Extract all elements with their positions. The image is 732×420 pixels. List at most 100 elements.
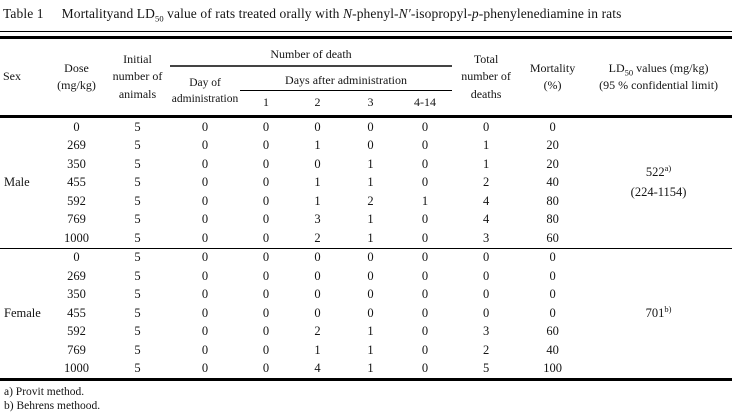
- table-row: 769 5 0 0 1 1 0 2 40: [0, 341, 732, 360]
- col-header-sex: Sex: [0, 39, 48, 118]
- cell-d2: 0: [292, 247, 343, 267]
- cell-d3: 1: [367, 230, 374, 245]
- table-row: 350 5 0 0 0 0 0 0 0: [0, 286, 732, 305]
- total-line-3: deaths: [470, 86, 502, 101]
- cell-day_admin: 0: [201, 138, 209, 153]
- dose-line-1: Dose: [64, 60, 89, 75]
- table-row: 592 5 0 0 2 1 0 3 60: [0, 323, 732, 342]
- cell-d2: 4: [314, 361, 321, 376]
- cell-d3: 0: [367, 287, 374, 302]
- cell-initial: 5: [134, 268, 141, 283]
- cell-total: 0: [482, 119, 490, 134]
- cell-day_admin: 0: [170, 247, 240, 267]
- cell-day_admin: 0: [201, 119, 209, 134]
- cell-dose: 592: [67, 324, 86, 339]
- mortality-line-2: (%): [543, 78, 562, 92]
- cell-initial: 5: [134, 287, 141, 302]
- cell-mortality: 20: [546, 156, 559, 171]
- cell-d1: 0: [262, 119, 270, 134]
- col-header-total-deaths: Total number of deaths: [452, 39, 521, 118]
- cell-day_admin: 0: [201, 230, 209, 245]
- cell-mortality: 100: [543, 361, 562, 376]
- sex-label: Female: [0, 247, 48, 380]
- cell-d4_14: 0: [421, 212, 429, 227]
- table-header: Sex Dose (mg/kg) Initial number of anima…: [0, 39, 732, 118]
- footnote-b: b) Behrens methood.: [4, 400, 101, 413]
- cell-dose: 769: [67, 342, 86, 357]
- initial-line-2: number of: [112, 69, 163, 84]
- cell-d4_14: 0: [398, 247, 453, 267]
- table-number: Table 1: [3, 6, 44, 21]
- caption-text-2: value of rats treated orally with: [163, 6, 343, 21]
- cell-d3: 1: [367, 324, 374, 339]
- ld50-number: 701: [645, 305, 665, 320]
- table-row: 455 5 0 0 1 1 0 2 40: [0, 174, 732, 193]
- cell-d2: 1: [314, 138, 321, 153]
- table-row: 1000 5 0 0 2 1 0 3 60: [0, 229, 732, 248]
- cell-initial: 5: [134, 305, 141, 320]
- cell-d2: 0: [314, 268, 321, 283]
- table-row: 269 5 0 0 1 0 0 1 20: [0, 137, 732, 156]
- cell-mortality: 0: [549, 305, 556, 320]
- ld50-value-cell: 522a) (224-1154): [585, 117, 732, 249]
- cell-total: 4: [482, 212, 490, 227]
- cell-d2: 1: [314, 193, 321, 208]
- cell-dose: 592: [67, 193, 86, 208]
- day-admin-line-2: administration: [171, 93, 239, 105]
- cell-total: 1: [482, 156, 490, 171]
- table-row: 769 5 0 0 3 1 0 4 80: [0, 211, 732, 230]
- header-row-3: 1 2 3 4-14: [0, 90, 732, 118]
- cell-d2: 0: [314, 156, 321, 171]
- cell-d4_14: 0: [421, 156, 429, 171]
- cell-total: 0: [452, 247, 521, 267]
- cell-day_admin: 0: [201, 175, 209, 190]
- caption-italic-p: p: [471, 6, 479, 21]
- table-row: 350 5 0 0 0 1 0 1 20: [0, 155, 732, 174]
- cell-d3: 1: [367, 361, 374, 376]
- cell-mortality: 0: [549, 287, 556, 302]
- ld50-header-line-1: LD50 values (mg/kg): [585, 60, 732, 77]
- cell-d3: 1: [367, 175, 374, 190]
- cell-d1: 0: [240, 247, 292, 267]
- cell-d3: 0: [367, 305, 374, 320]
- cell-day_admin: 0: [201, 212, 209, 227]
- cell-d2: 0: [314, 119, 321, 134]
- ld50-subscript: 50: [154, 13, 164, 24]
- ld50-header-prefix: LD: [608, 60, 625, 75]
- cell-total: 5: [482, 361, 490, 376]
- cell-d4_14: 0: [421, 287, 429, 302]
- cell-mortality: 60: [546, 230, 559, 245]
- cell-initial: 5: [134, 342, 141, 357]
- cell-initial: 5: [134, 119, 141, 134]
- ld50-footnote-marker: a): [664, 163, 672, 174]
- ld50-value-cell: 701b): [585, 247, 732, 380]
- cell-d2: 2: [314, 230, 321, 245]
- initial-line-3: animals: [118, 86, 157, 101]
- cell-total: 3: [482, 230, 490, 245]
- cell-d4_14: 0: [421, 361, 429, 376]
- cell-d3: 1: [367, 342, 374, 357]
- ld50-header-subscript: 50: [624, 67, 634, 78]
- day-admin-line-1: Day of: [189, 76, 221, 89]
- cell-dose: 0: [73, 119, 80, 134]
- cell-d1: 0: [262, 212, 270, 227]
- cell-dose: 769: [67, 212, 86, 227]
- cell-d3: 0: [343, 247, 398, 267]
- initial-line-1: Initial: [123, 52, 152, 67]
- cell-dose: 1000: [64, 361, 89, 376]
- cell-d3: 0: [367, 138, 374, 153]
- cell-dose: 455: [67, 175, 86, 190]
- group-header-number-of-death: Number of death: [170, 39, 453, 67]
- cell-d1: 0: [262, 305, 270, 320]
- col-header-day-3: 3: [343, 90, 398, 118]
- cell-total: 2: [482, 342, 490, 357]
- cell-d2: 0: [314, 305, 321, 320]
- cell-d1: 0: [262, 342, 270, 357]
- cell-initial: 5: [134, 156, 141, 171]
- cell-mortality: 0: [549, 119, 556, 134]
- col-header-mortality: Mortality (%): [520, 39, 586, 118]
- cell-d1: 0: [262, 193, 270, 208]
- col-header-day-1: 1: [240, 90, 292, 118]
- cell-d3: 1: [367, 156, 374, 171]
